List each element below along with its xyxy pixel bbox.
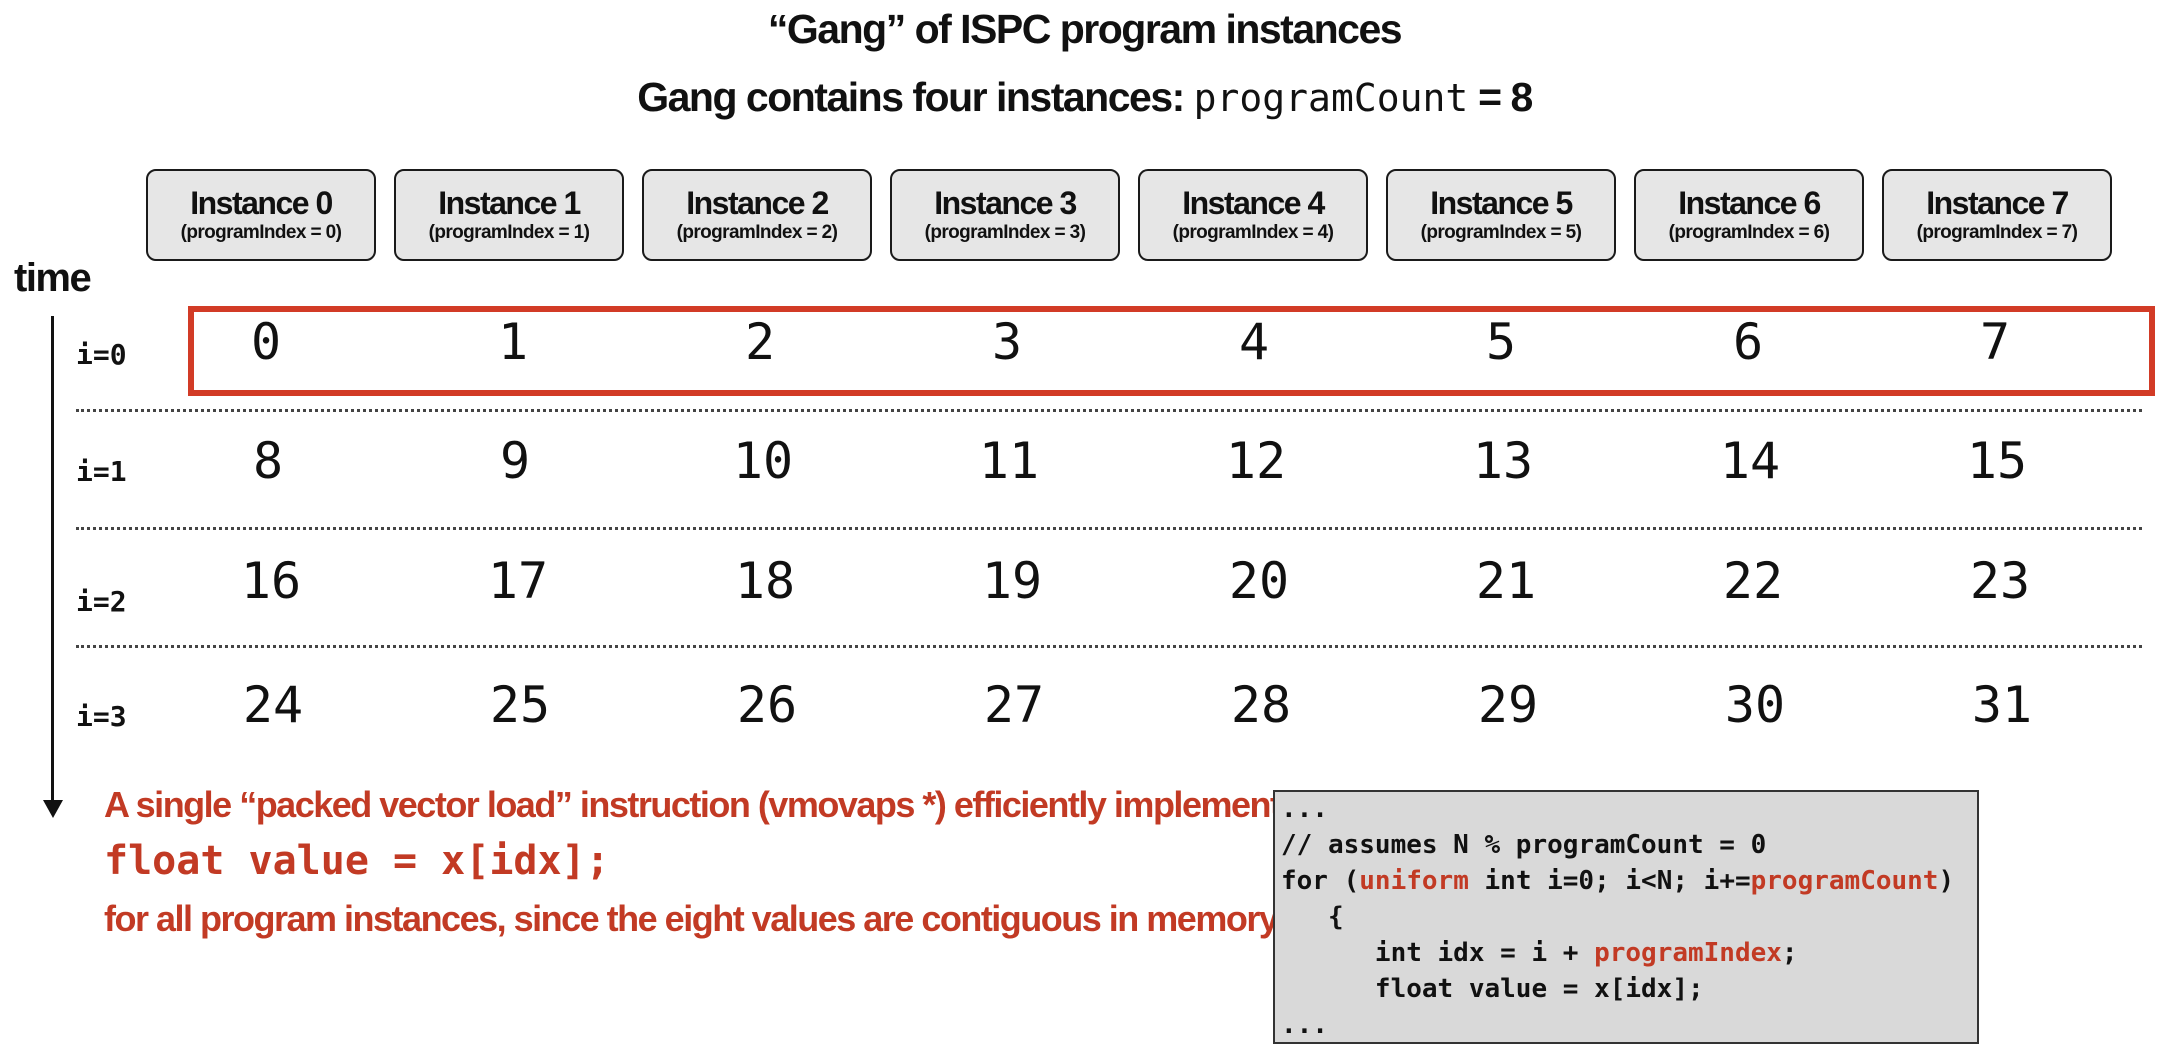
instance-box-2: Instance 2 (programIndex = 2) bbox=[642, 169, 872, 261]
instance-index: (programIndex = 4) bbox=[1172, 222, 1334, 243]
code-line: for (uniform int i=0; i<N; i+=programCou… bbox=[1281, 866, 1954, 896]
instance-index: (programIndex = 1) bbox=[428, 222, 590, 243]
row-divider bbox=[76, 409, 2142, 412]
cell-value: 19 bbox=[981, 552, 1043, 610]
code-text: ; bbox=[1781, 938, 1798, 968]
cell-value: 7 bbox=[1979, 313, 2011, 371]
cell-value: 29 bbox=[1477, 676, 1539, 734]
instance-index: (programIndex = 2) bbox=[676, 222, 838, 243]
cell-value: 24 bbox=[242, 676, 304, 734]
code-keyword: programCount bbox=[1750, 866, 1939, 896]
cell-value: 13 bbox=[1472, 432, 1534, 490]
cell-value: 0 bbox=[250, 313, 282, 371]
instance-index: (programIndex = 0) bbox=[180, 222, 342, 243]
code-line: float value = x[idx]; bbox=[1281, 974, 1704, 1004]
row-label-1: i=1 bbox=[76, 455, 127, 488]
instance-index: (programIndex = 3) bbox=[924, 222, 1086, 243]
time-arrow-icon bbox=[43, 800, 63, 818]
subtitle-value: = 8 bbox=[1468, 74, 1533, 120]
cell-value: 6 bbox=[1732, 313, 1764, 371]
subtitle-text: Gang contains four instances: bbox=[637, 74, 1194, 120]
cell-value: 8 bbox=[252, 432, 284, 490]
row-0-highlight bbox=[188, 306, 2155, 396]
instance-name: Instance 0 bbox=[190, 185, 333, 221]
cell-value: 2 bbox=[744, 313, 776, 371]
cell-value: 28 bbox=[1230, 676, 1292, 734]
code-text: int i=0; i<N; i+= bbox=[1468, 866, 1751, 896]
instance-index: (programIndex = 6) bbox=[1668, 222, 1830, 243]
instance-name: Instance 5 bbox=[1430, 185, 1573, 221]
instance-box-7: Instance 7 (programIndex = 7) bbox=[1882, 169, 2112, 261]
subtitle: Gang contains four instances: programCou… bbox=[0, 74, 2169, 121]
cell-value: 17 bbox=[487, 552, 549, 610]
time-axis-line bbox=[51, 316, 54, 804]
code-line: int idx = i + programIndex; bbox=[1281, 938, 1798, 968]
cell-value: 5 bbox=[1485, 313, 1517, 371]
code-line: // assumes N % programCount = 0 bbox=[1281, 830, 1767, 860]
row-label-3: i=3 bbox=[76, 700, 127, 733]
cell-value: 30 bbox=[1724, 676, 1786, 734]
title: “Gang” of ISPC program instances bbox=[767, 6, 1403, 52]
cell-value: 18 bbox=[734, 552, 796, 610]
cell-value: 3 bbox=[991, 313, 1023, 371]
note-text: A single “packed vector load” instructio… bbox=[104, 784, 1311, 825]
cell-value: 11 bbox=[978, 432, 1040, 490]
instance-box-4: Instance 4 (programIndex = 4) bbox=[1138, 169, 1368, 261]
code-text: ) bbox=[1938, 866, 1955, 896]
row-label-2: i=2 bbox=[76, 585, 127, 618]
instance-name: Instance 7 bbox=[1926, 185, 2069, 221]
code-keyword: programIndex bbox=[1594, 938, 1782, 968]
cell-value: 26 bbox=[736, 676, 798, 734]
instance-index: (programIndex = 7) bbox=[1916, 222, 2078, 243]
cell-value: 14 bbox=[1719, 432, 1781, 490]
instance-box-1: Instance 1 (programIndex = 1) bbox=[394, 169, 624, 261]
row-label-0: i=0 bbox=[76, 338, 127, 371]
note-code: float value = x[idx]; bbox=[104, 838, 610, 884]
cell-value: 16 bbox=[240, 552, 302, 610]
code-line: ... bbox=[1281, 1010, 1328, 1040]
cell-value: 20 bbox=[1228, 552, 1290, 610]
subtitle-code: programCount bbox=[1193, 76, 1469, 120]
cell-value: 4 bbox=[1238, 313, 1270, 371]
code-text: for ( bbox=[1281, 866, 1360, 896]
instance-box-0: Instance 0 (programIndex = 0) bbox=[146, 169, 376, 261]
cell-value: 23 bbox=[1969, 552, 2031, 610]
instance-name: Instance 4 bbox=[1182, 185, 1325, 221]
code-text: int idx = i + bbox=[1281, 938, 1595, 968]
code-line: { bbox=[1281, 902, 1344, 932]
cell-value: 15 bbox=[1966, 432, 2028, 490]
note-text-continued: for all program instances, since the eig… bbox=[104, 898, 1279, 939]
cell-value: 25 bbox=[489, 676, 551, 734]
instance-index: (programIndex = 5) bbox=[1420, 222, 1582, 243]
cell-value: 9 bbox=[499, 432, 531, 490]
cell-value: 1 bbox=[497, 313, 529, 371]
cell-value: 10 bbox=[732, 432, 794, 490]
row-divider bbox=[76, 645, 2142, 648]
instance-box-6: Instance 6 (programIndex = 6) bbox=[1634, 169, 1864, 261]
code-box: ... // assumes N % programCount = 0 for … bbox=[1273, 790, 1979, 1044]
code-line: ... bbox=[1281, 794, 1328, 824]
instance-box-3: Instance 3 (programIndex = 3) bbox=[890, 169, 1120, 261]
instance-box-5: Instance 5 (programIndex = 5) bbox=[1386, 169, 1616, 261]
cell-value: 21 bbox=[1475, 552, 1537, 610]
instance-name: Instance 2 bbox=[686, 185, 829, 221]
cell-value: 31 bbox=[1971, 676, 2033, 734]
code-keyword: uniform bbox=[1359, 866, 1469, 896]
instance-name: Instance 6 bbox=[1678, 185, 1821, 221]
cell-value: 12 bbox=[1225, 432, 1287, 490]
cell-value: 22 bbox=[1722, 552, 1784, 610]
instance-name: Instance 1 bbox=[438, 185, 581, 221]
time-label: time bbox=[14, 256, 92, 300]
instance-name: Instance 3 bbox=[934, 185, 1077, 221]
cell-value: 27 bbox=[983, 676, 1045, 734]
row-divider bbox=[76, 527, 2142, 530]
